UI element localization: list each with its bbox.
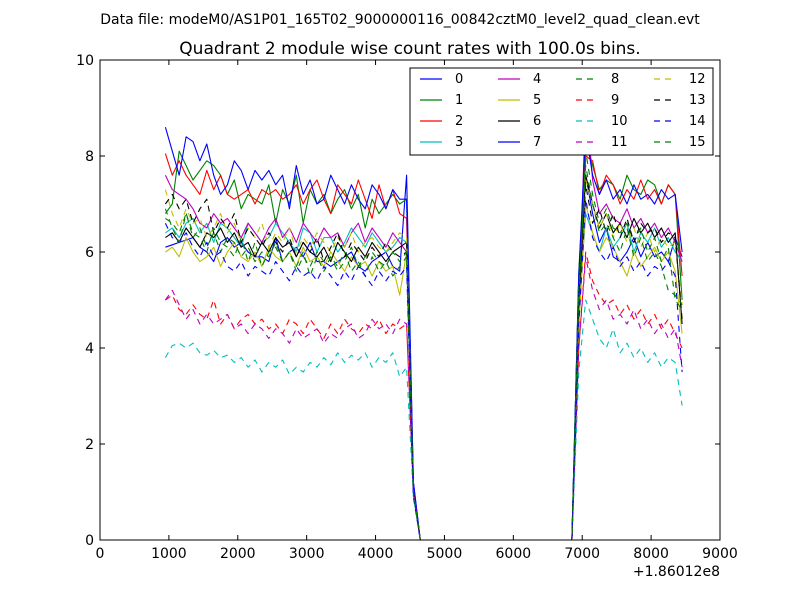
legend-label-15: 15 [689,135,706,150]
axes: 0 1000 2000 3000 4000 5000 6000 7000 8000 9000 0 2 4… [76,53,738,562]
y-tick-label: 8 [85,149,94,165]
x-tick-label: 9000 [702,546,738,562]
legend-label-5: 5 [533,93,541,108]
legend-label-9: 9 [611,93,619,108]
legend-label-4: 4 [533,72,541,87]
series-line-13 [164,184,683,540]
x-tick-label: 6000 [496,546,532,562]
legend-label-0: 0 [455,72,463,87]
legend-label-13: 13 [689,93,706,108]
x-offset-label: +1.86012e8 [633,564,720,580]
series-line-6 [165,174,683,540]
legend-label-8: 8 [611,72,619,87]
legend-label-6: 6 [533,114,541,129]
y-tick-label: 4 [85,341,94,357]
legend-label-12: 12 [689,72,706,87]
data-file-label: Data file: modeM0/AS1P01_165T02_90000001… [100,12,700,28]
plot-frame [99,59,721,541]
x-tick-label: 5000 [427,546,463,562]
series-line-3 [165,213,683,540]
legend-label-3: 3 [455,135,463,150]
series-line-11 [164,256,683,540]
series-line-15 [164,165,683,540]
series-line-4 [164,97,683,540]
x-tick-label: 8000 [633,546,669,562]
legend-label-1: 1 [455,93,463,108]
series-line-0 [165,174,683,540]
legend-label-11: 11 [611,135,628,150]
x-tick-label: 4000 [358,546,394,562]
y-tick-label: 6 [85,245,94,261]
series-line-14 [164,198,683,540]
y-tick-label: 0 [85,533,94,549]
y-tick-label: 10 [76,53,94,69]
x-tick-label: 2000 [220,546,256,562]
y-tick-label: 2 [85,437,94,453]
legend-label-7: 7 [533,135,541,150]
x-tick-label: 7000 [564,546,600,562]
legend-label-14: 14 [689,114,706,129]
series-line-9 [165,251,683,540]
x-tick-label: 3000 [289,546,325,562]
chart-title: Quadrant 2 module wise count rates with … [179,39,640,59]
series-line-5 [165,203,683,540]
series-layer [164,97,683,540]
series-line-2 [164,153,683,540]
series-line-10 [164,299,683,540]
series-line-12 [164,179,683,540]
series-line-1 [164,141,683,540]
series-line-8 [165,150,683,540]
legend-label-10: 10 [611,114,628,129]
x-tick-label: 0 [96,546,105,562]
legend-label-2: 2 [455,114,463,129]
series-line-7 [164,127,683,540]
x-tick-label: 1000 [151,546,187,562]
legend-box [409,67,714,156]
